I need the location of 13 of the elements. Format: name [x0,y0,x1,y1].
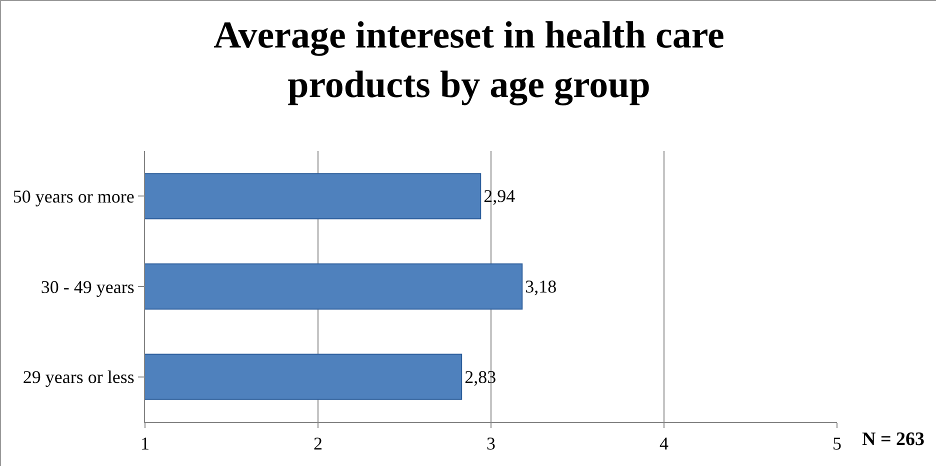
chart-title: Average intereset in health care products by age group [214,14,724,106]
x-tick-label: 5 [832,434,842,454]
x-tick-label: 3 [486,434,496,454]
y-tick-label: 50 years or more [12,186,134,206]
x-tick-label: 2 [314,434,322,454]
x-tick-label: 4 [660,434,668,454]
y-tick-label: 29 years or less [22,367,134,388]
data-label: 2,83 [464,366,496,387]
data-label: 3,18 [525,276,557,296]
y-tick-label: 30 - 49 years [40,276,134,297]
data-label: 2,94 [484,186,516,206]
text: N = 263 [862,429,925,450]
x-tick-label: 1 [140,434,150,454]
